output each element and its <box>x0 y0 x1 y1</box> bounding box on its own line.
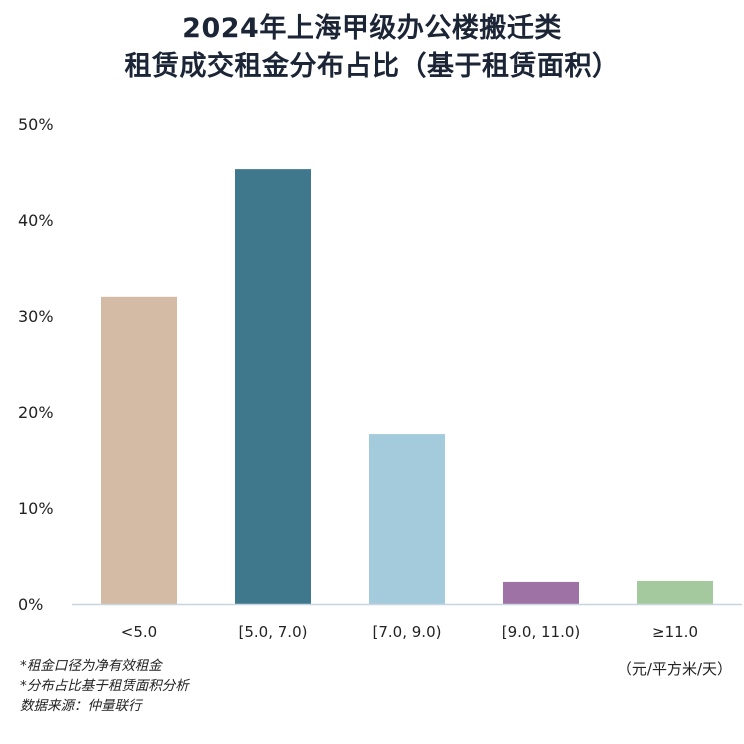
bar-1 <box>101 296 177 604</box>
y-tick-label: 20% <box>18 403 54 422</box>
x-category-label: [7.0, 9.0) <box>373 623 442 641</box>
footnote-rent-basis: *租金口径为净有效租金 <box>20 658 162 674</box>
chart-title-line-2: 租赁成交租金分布占比（基于租赁面积） <box>124 51 620 82</box>
y-tick-label: 0% <box>18 595 43 614</box>
x-category-label: [9.0, 11.0) <box>502 623 581 641</box>
footnote-source: 数据来源：仲量联行 <box>20 698 142 714</box>
chart-title-line-1: 2024年上海甲级办公楼搬迁类 <box>182 13 562 44</box>
footnote-area-basis: *分布占比基于租赁面积分析 <box>20 678 189 694</box>
y-tick-label: 10% <box>18 499 54 518</box>
y-tick-label: 50% <box>18 115 54 134</box>
y-tick-label: 40% <box>18 211 54 230</box>
x-category-label: <5.0 <box>121 623 157 641</box>
y-tick-label: 30% <box>18 307 54 326</box>
bar-3 <box>369 434 445 604</box>
bar-5 <box>637 580 713 604</box>
chart-title: 2024年上海甲级办公楼搬迁类 租赁成交租金分布占比（基于租赁面积） <box>0 10 744 86</box>
bar-4 <box>503 581 579 604</box>
x-category-label: ≥11.0 <box>652 623 698 641</box>
x-category-label: [5.0, 7.0) <box>239 623 308 641</box>
footnotes: *租金口径为净有效租金 *分布占比基于租赁面积分析 数据来源：仲量联行 <box>20 656 189 716</box>
bar-2 <box>235 169 311 604</box>
x-axis-unit-label: （元/平方米/天） <box>616 660 732 678</box>
